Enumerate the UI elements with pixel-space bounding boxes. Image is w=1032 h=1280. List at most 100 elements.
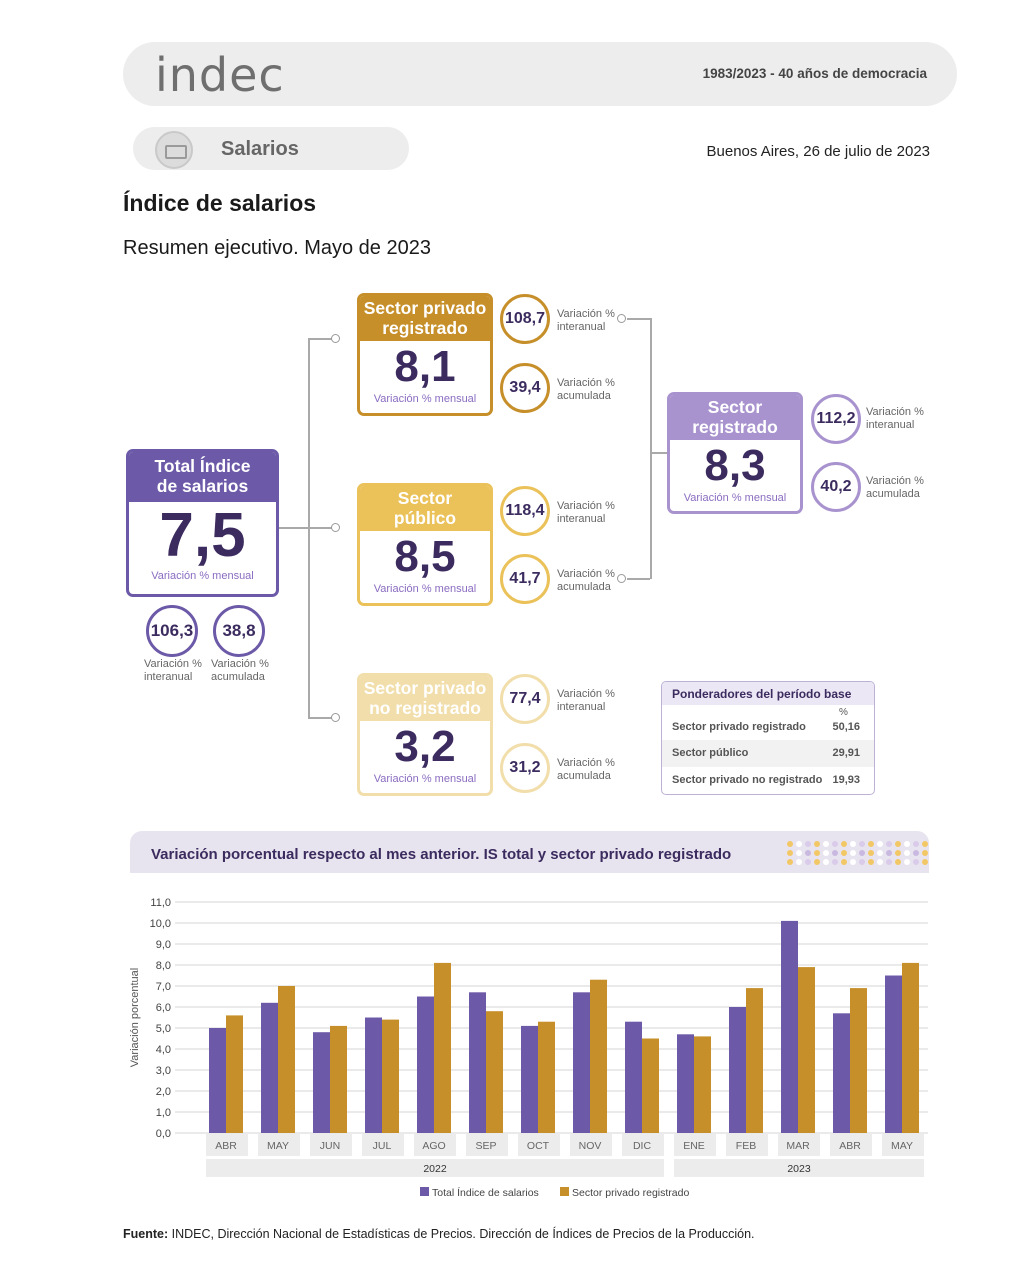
decorative-dot — [805, 850, 811, 856]
connector — [650, 452, 667, 454]
decorative-dot — [832, 859, 838, 865]
bar — [885, 975, 902, 1133]
bar — [434, 962, 451, 1133]
decorative-dot — [850, 841, 856, 847]
x-tick-label: OCT — [527, 1140, 550, 1152]
y-tick-label: 4,0 — [156, 1044, 171, 1056]
decorative-dot — [922, 841, 928, 847]
x-tick-box — [778, 1134, 820, 1156]
decorative-dot — [832, 850, 838, 856]
decorative-dot — [877, 841, 883, 847]
x-tick-label: JUL — [373, 1140, 392, 1152]
y-axis-label: Variación porcentual — [129, 968, 141, 1067]
x-tick-box — [466, 1134, 508, 1156]
wallet-icon — [155, 131, 193, 169]
x-tick-label: MAY — [267, 1140, 289, 1152]
total-value: 7,5 — [159, 501, 246, 570]
pu-interanual-label: Variación % interanual — [557, 500, 615, 525]
row-name: Sector público — [672, 747, 749, 759]
reg-interanual-label: Variación % interanual — [866, 406, 924, 431]
bar — [833, 1013, 850, 1133]
decorative-dot — [904, 841, 910, 847]
decorative-dot — [823, 859, 829, 865]
connector — [279, 527, 309, 529]
page-title: Índice de salarios — [123, 190, 317, 216]
reg-title-1: Sector — [707, 397, 763, 417]
bar — [486, 1011, 503, 1133]
decorative-dot — [796, 859, 802, 865]
decorative-dot — [787, 850, 793, 856]
pnr-sub: Variación % mensual — [373, 773, 477, 785]
pr-acumulada-bubble: 39,4 — [500, 363, 550, 413]
pr-acumulada-label: Variación % acumulada — [557, 377, 615, 402]
bar — [538, 1021, 555, 1133]
x-tick-label: ABR — [215, 1140, 237, 1152]
decorative-dot — [877, 850, 883, 856]
pu-title-1: Sector — [397, 488, 453, 508]
row-value: 19,93 — [832, 774, 860, 786]
privado-no-registrado-card: Sector privado no registrado 3,2 Variaci… — [357, 673, 493, 796]
decorative-dot — [868, 850, 874, 856]
y-tick-label: 8,0 — [156, 960, 171, 972]
y-tick-label: 7,0 — [156, 981, 171, 993]
connector-dot — [331, 334, 340, 343]
bar — [313, 1032, 330, 1133]
x-tick-box — [622, 1134, 664, 1156]
x-tick-label: JUN — [320, 1140, 340, 1152]
pnr-acumulada-label: Variación % acumulada — [557, 757, 615, 782]
x-tick-label: NOV — [579, 1140, 602, 1152]
total-interanual-label: Variación % interanual — [144, 658, 202, 683]
y-tick-label: 6,0 — [156, 1002, 171, 1014]
decorative-dot — [850, 850, 856, 856]
decorative-dot — [832, 841, 838, 847]
pu-acumulada-label: Variación % acumulada — [557, 568, 615, 593]
decorative-dot — [868, 841, 874, 847]
ponderadores-title: Ponderadores del período base — [662, 682, 874, 705]
page-subtitle: Resumen ejecutivo. Mayo de 2023 — [123, 237, 431, 259]
year-group-box — [674, 1159, 924, 1177]
bar — [590, 979, 607, 1133]
chart-header — [130, 831, 929, 873]
total-sub: Variación % mensual — [151, 570, 254, 582]
table-row: Sector privado registrado 50,16 — [662, 714, 874, 741]
bar — [278, 986, 295, 1133]
decorative-dot — [895, 850, 901, 856]
x-tick-label: SEP — [475, 1140, 496, 1152]
x-tick-box — [206, 1134, 248, 1156]
pu-sub: Variación % mensual — [373, 583, 477, 595]
x-tick-label: AGO — [422, 1140, 445, 1152]
total-card: Total Índice de salarios 7,5 Variación %… — [126, 449, 279, 597]
indec-logo: indec — [155, 48, 285, 102]
y-tick-label: 0,0 — [156, 1128, 171, 1140]
decorative-dot — [922, 850, 928, 856]
x-tick-label: MAY — [891, 1140, 913, 1152]
bar — [365, 1017, 382, 1133]
decorative-dot — [895, 841, 901, 847]
bar — [642, 1038, 659, 1133]
row-value: 29,91 — [832, 747, 860, 759]
x-tick-label: DIC — [633, 1140, 652, 1152]
connector — [627, 578, 650, 580]
x-tick-box — [570, 1134, 612, 1156]
bar — [625, 1021, 642, 1133]
legend-label: Total Índice de salarios — [432, 1186, 539, 1199]
row-name: Sector privado no registrado — [672, 774, 823, 786]
pnr-title-2: no registrado — [369, 698, 481, 718]
reg-title-2: registrado — [692, 417, 778, 437]
decorative-dot — [913, 841, 919, 847]
bar — [850, 988, 867, 1133]
total-title-1: Total Índice — [154, 456, 251, 476]
pr-title-2: registrado — [382, 318, 468, 338]
y-tick-label: 10,0 — [150, 918, 171, 930]
x-tick-box — [830, 1134, 872, 1156]
bar — [902, 962, 919, 1133]
pr-title-1: Sector privado — [363, 298, 487, 318]
decorative-dot — [814, 841, 820, 847]
x-tick-box — [362, 1134, 404, 1156]
bar — [521, 1025, 538, 1133]
x-tick-box — [258, 1134, 300, 1156]
ponderadores-unit: % — [839, 707, 848, 718]
x-tick-label: FEB — [736, 1140, 756, 1152]
header-motto: 1983/2023 - 40 años de democracia — [702, 66, 927, 81]
decorative-dot — [877, 859, 883, 865]
